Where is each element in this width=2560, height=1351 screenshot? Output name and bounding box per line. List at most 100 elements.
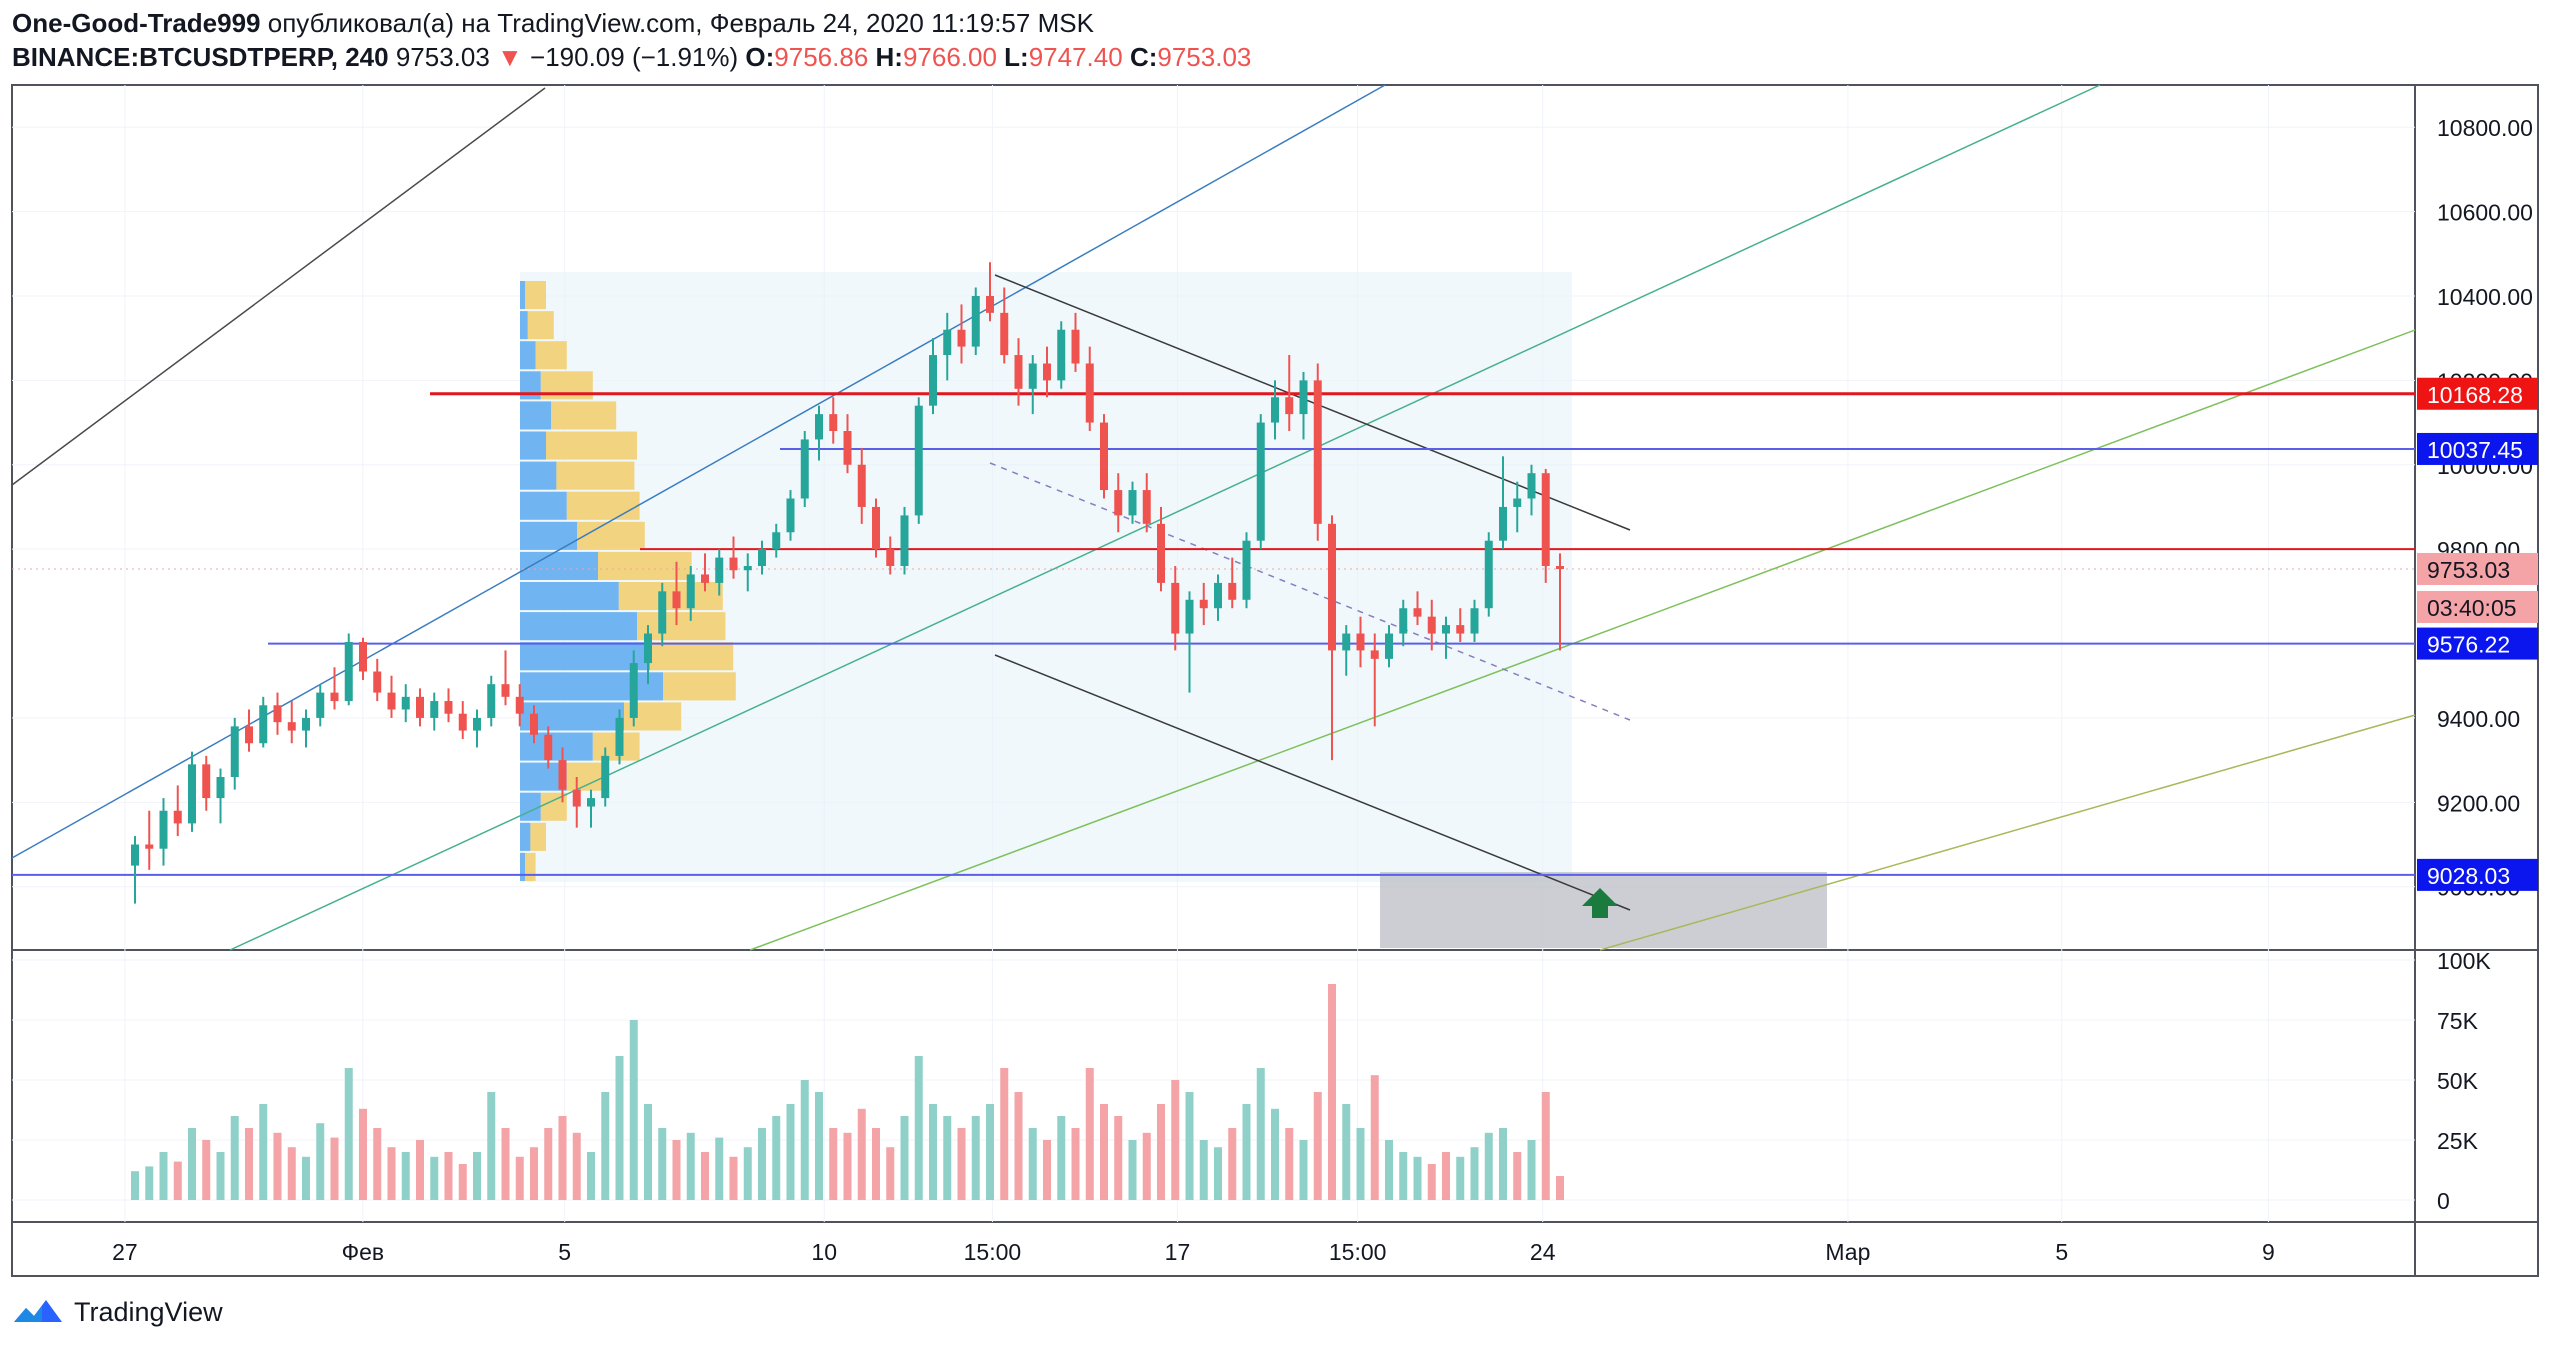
volume-profile-bar [556, 461, 635, 490]
candle-body [1285, 397, 1294, 415]
volume-bar [1242, 1104, 1251, 1200]
candle-body [886, 549, 895, 567]
x-tick-label: 9 [2262, 1239, 2275, 1265]
candle-body [216, 777, 225, 799]
volume-profile-bar [520, 732, 593, 761]
volume-bar [1228, 1128, 1237, 1200]
volume-bar [1456, 1156, 1465, 1200]
volume-bar [986, 1104, 994, 1200]
open-label: O: [745, 42, 775, 72]
candle-body [1028, 363, 1037, 389]
candle-body [758, 549, 766, 567]
header-line-1: One-Good-Trade999 опубликовал(а) на Trad… [12, 6, 1251, 40]
volume-bar [287, 1147, 296, 1200]
volume-bar [1114, 1116, 1123, 1200]
volume-bar [672, 1140, 681, 1200]
volume-bar [957, 1128, 966, 1200]
volume-profile-bar [566, 491, 640, 520]
y-tick-label: 9400.00 [2437, 706, 2520, 732]
volume-bar [230, 1116, 239, 1200]
header-line-2: BINANCE:BTCUSDTPERP, 240 9753.03 ▼ −190.… [12, 40, 1251, 74]
last-price: 9753.03 [395, 42, 490, 72]
candle-body [1228, 582, 1237, 600]
volume-bar [1470, 1147, 1479, 1200]
volume-bar [929, 1104, 937, 1200]
volume-bar [1484, 1132, 1493, 1200]
candle-body [487, 684, 496, 718]
price-label-box [2417, 552, 2538, 585]
candle-body [929, 355, 937, 406]
candle-body [1014, 355, 1023, 389]
volume-profile-bar [525, 281, 546, 310]
countdown-label: 03:40:05 [2427, 595, 2517, 621]
volume-bar [259, 1104, 268, 1200]
author-name[interactable]: One-Good-Trade999 [12, 8, 261, 38]
price-label: 10168.28 [2427, 382, 2523, 408]
candle-body [1484, 540, 1493, 609]
volume-bar [1513, 1152, 1522, 1200]
volume-bar [1271, 1108, 1279, 1200]
volume-bar [615, 1056, 624, 1200]
volume-profile-bar [530, 822, 546, 851]
volume-bar [401, 1152, 410, 1200]
candle-body [1142, 490, 1151, 524]
candle-body [1413, 608, 1422, 617]
volume-profile-bar [546, 431, 637, 460]
candle-body [558, 760, 567, 790]
volume-bar [644, 1104, 652, 1200]
candle-body [1128, 490, 1137, 516]
y-tick-label: 10800.00 [2437, 115, 2533, 141]
volume-bar [1313, 1092, 1322, 1200]
volume-profile-bar [520, 642, 650, 671]
symbol-label: BINANCE:BTCUSDTPERP, 240 [12, 42, 389, 72]
candle-body [245, 726, 253, 744]
x-tick-label: 5 [2055, 1239, 2068, 1265]
candle-body [430, 701, 439, 718]
volume-profile-bar [551, 401, 617, 430]
volume-bar [473, 1152, 481, 1200]
candle-body [629, 663, 638, 718]
candle-body [1100, 422, 1108, 491]
candle-body [815, 414, 823, 440]
candle-body [971, 295, 980, 347]
candle-body [743, 566, 752, 571]
volume-bar [1285, 1128, 1294, 1200]
candle-body [1399, 608, 1408, 634]
candle-body [1370, 650, 1379, 659]
x-tick-label: Фев [342, 1239, 385, 1265]
volume-bar [1527, 1140, 1536, 1200]
volume-bar [373, 1128, 382, 1200]
volume-bar [786, 1104, 795, 1200]
candle-body [1000, 312, 1009, 356]
volume-bar [886, 1147, 895, 1200]
channel-line [749, 329, 2416, 951]
candle-body [515, 696, 524, 714]
candle-body [1171, 582, 1180, 634]
x-tick-label: 17 [1165, 1239, 1191, 1265]
volume-bar [1556, 1176, 1564, 1200]
chart-header: One-Good-Trade999 опубликовал(а) на Trad… [12, 6, 1251, 74]
volume-bar [216, 1152, 225, 1200]
low-value: 9747.40 [1028, 42, 1123, 72]
candle-body [1499, 506, 1507, 541]
price-label-box [2417, 377, 2538, 410]
volume-tick-label: 0 [2437, 1188, 2450, 1214]
volume-profile-bar [520, 341, 536, 370]
candle-body [1299, 380, 1308, 415]
candle-body [416, 696, 424, 718]
volume-profile-bar [520, 551, 598, 580]
volume-profile-bar [520, 672, 663, 701]
candle-body [601, 755, 610, 799]
tradingview-logo[interactable]: TradingView [12, 1296, 223, 1328]
candle-body [1271, 397, 1279, 423]
volume-bar [1128, 1140, 1137, 1200]
candle-body [1527, 473, 1536, 499]
volume-bar [971, 1116, 980, 1200]
up-arrow-icon [1582, 888, 1618, 918]
volume-bar [1256, 1068, 1265, 1200]
countdown-box [2417, 590, 2538, 623]
volume-bar [943, 1116, 952, 1200]
volume-bar [159, 1152, 168, 1200]
descending-channel-line [994, 274, 1631, 531]
